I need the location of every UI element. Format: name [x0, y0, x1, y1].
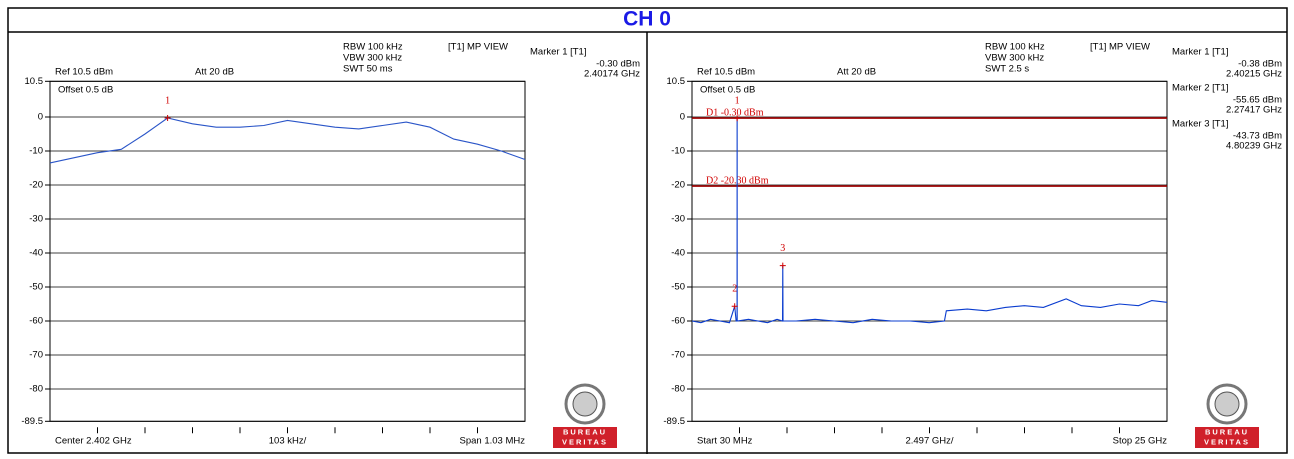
setting: VBW 300 kHz: [985, 53, 1044, 64]
display-line-label: D1 -0.30 dBm: [706, 107, 764, 118]
y-tick-label: -80: [671, 384, 685, 395]
y-tick-label: -10: [29, 146, 43, 157]
marker-number: 2: [732, 284, 737, 295]
y-tick-label: -89.5: [21, 416, 43, 427]
trace: [49, 117, 526, 164]
marker: [779, 262, 786, 269]
y-tick-label: 10.5: [667, 76, 686, 87]
y-tick-label: -30: [671, 214, 685, 225]
y-tick-label: -70: [29, 350, 43, 361]
trace: [691, 118, 1168, 324]
y-tick-label: -10: [671, 146, 685, 157]
marker-number: 3: [780, 243, 785, 254]
logo-band: [1195, 427, 1259, 448]
marker: [734, 115, 741, 122]
marker-header: Marker 2 [T1]: [1172, 83, 1229, 94]
logo-emblem: [1214, 391, 1240, 417]
logo-band: [553, 427, 617, 448]
y-tick-label: -40: [671, 248, 685, 259]
marker-number: 1: [735, 96, 740, 107]
setting: Att 20 dB: [837, 67, 876, 78]
x-label: Start 30 MHz: [697, 436, 753, 447]
logo-text: VERITAS: [1204, 437, 1250, 446]
marker-number: 1: [165, 95, 170, 106]
x-label: Span 1.03 MHz: [460, 436, 526, 447]
setting: Offset 0.5 dB: [700, 85, 755, 96]
marker-frequency: 4.80239 GHz: [1226, 141, 1282, 152]
marker-header: Marker 1 [T1]: [1172, 47, 1229, 58]
setting: RBW 100 kHz: [343, 42, 403, 53]
y-tick-label: -50: [29, 282, 43, 293]
plot-frame: [691, 80, 1168, 422]
y-tick-label: -50: [671, 282, 685, 293]
y-tick-label: -20: [671, 180, 685, 191]
x-label: 2.497 GHz/: [905, 436, 953, 447]
setting: Offset 0.5 dB: [58, 85, 113, 96]
setting: Att 20 dB: [195, 67, 234, 78]
marker: [731, 303, 738, 310]
setting: SWT 50 ms: [343, 64, 393, 75]
y-tick-label: -40: [29, 248, 43, 259]
marker-frequency: 2.40174 GHz: [584, 69, 640, 80]
marker-level: -55.65 dBm: [1233, 95, 1282, 106]
marker-frequency: 2.40215 GHz: [1226, 69, 1282, 80]
y-tick-label: -60: [671, 316, 685, 327]
marker-level: -0.30 dBm: [596, 59, 640, 70]
y-tick-label: -20: [29, 180, 43, 191]
setting: SWT 2.5 s: [985, 64, 1029, 75]
marker-level: -0.38 dBm: [1238, 59, 1282, 70]
marker-header: Marker 3 [T1]: [1172, 119, 1229, 130]
y-tick-label: -89.5: [663, 416, 685, 427]
setting: [T1] MP VIEW: [1090, 42, 1150, 53]
setting: Ref 10.5 dBm: [55, 67, 113, 78]
logo-text: BUREAU: [1205, 427, 1249, 436]
setting: [T1] MP VIEW: [448, 42, 508, 53]
y-tick-label: -70: [671, 350, 685, 361]
setting: VBW 300 kHz: [343, 53, 402, 64]
plot-frame: [49, 80, 526, 422]
y-tick-label: 0: [38, 112, 43, 123]
y-tick-label: -30: [29, 214, 43, 225]
x-label: Center 2.402 GHz: [55, 436, 132, 447]
logo-text: BUREAU: [563, 427, 607, 436]
x-label: 103 kHz/: [269, 436, 307, 447]
y-tick-label: -60: [29, 316, 43, 327]
marker-header: Marker 1 [T1]: [530, 47, 587, 58]
y-tick-label: 0: [680, 112, 685, 123]
marker: [164, 115, 171, 122]
marker-level: -43.73 dBm: [1233, 131, 1282, 142]
setting: RBW 100 kHz: [985, 42, 1045, 53]
logo-text: VERITAS: [562, 437, 608, 446]
x-label: Stop 25 GHz: [1113, 436, 1168, 447]
header-title: CH 0: [623, 8, 671, 31]
y-tick-label: -80: [29, 384, 43, 395]
setting: Ref 10.5 dBm: [697, 67, 755, 78]
logo-emblem: [572, 391, 598, 417]
marker-frequency: 2.27417 GHz: [1226, 105, 1282, 116]
y-tick-label: 10.5: [25, 76, 44, 87]
